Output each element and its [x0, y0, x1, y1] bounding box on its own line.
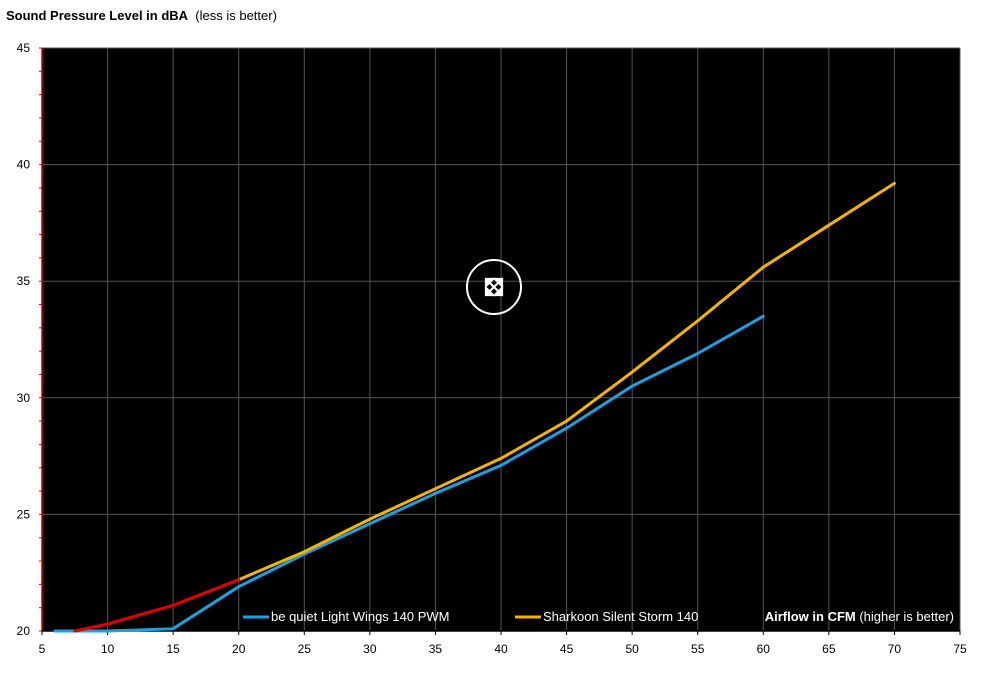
series-line-2 [237, 181, 896, 582]
legend-label-2: Sharkoon Silent Storm 140 [543, 609, 698, 624]
x-tick-label: 35 [429, 642, 443, 656]
expand-button-ring [466, 259, 522, 315]
expand-arrows-icon [484, 277, 504, 297]
x-tick-label: 15 [166, 642, 180, 656]
x-tick-label: 55 [691, 642, 705, 656]
chart-title-note: (less is better) [195, 8, 277, 23]
y-tick-label: 35 [17, 274, 31, 288]
chart-title: Sound Pressure Level in dBA (less is bet… [6, 8, 277, 23]
series-line-1 [53, 314, 765, 633]
x-tick-label: 25 [298, 642, 312, 656]
legend-label-1: be quiet Light Wings 140 PWM [271, 609, 449, 624]
axes [39, 47, 961, 635]
x-tick-label: 75 [953, 642, 967, 656]
x-tick-label: 20 [232, 642, 246, 656]
x-tick-label: 40 [494, 642, 508, 656]
x-tick-label: 50 [625, 642, 639, 656]
expand-button[interactable] [466, 259, 522, 315]
y-tick-label: 40 [17, 158, 31, 172]
series-lines [53, 181, 896, 633]
y-tick-label: 25 [17, 507, 31, 521]
x-tick-label: 10 [101, 642, 115, 656]
x-tick-label: 70 [888, 642, 902, 656]
x-tick-label: 65 [822, 642, 836, 656]
tick-labels: 5 10 15 20 25 30 35 40 45 50 55 60 65 70 75 20 25 30 35 40 4… [17, 41, 967, 656]
x-tick-label: 60 [757, 642, 771, 656]
x-tick-label: 45 [560, 642, 574, 656]
series-line-3 [73, 578, 241, 633]
y-tick-label: 45 [17, 41, 31, 55]
y-tick-label: 20 [17, 624, 31, 638]
x-tick-label: 30 [363, 642, 377, 656]
chart-title-main: Sound Pressure Level in dBA [6, 8, 189, 23]
x-tick-label: 5 [39, 642, 46, 656]
y-tick-label: 30 [17, 391, 31, 405]
legend: be quiet Light Wings 140 PWM Sharkoon Sil… [243, 609, 954, 624]
x-axis-label: Airflow in CFM (higher is better) [765, 609, 954, 624]
